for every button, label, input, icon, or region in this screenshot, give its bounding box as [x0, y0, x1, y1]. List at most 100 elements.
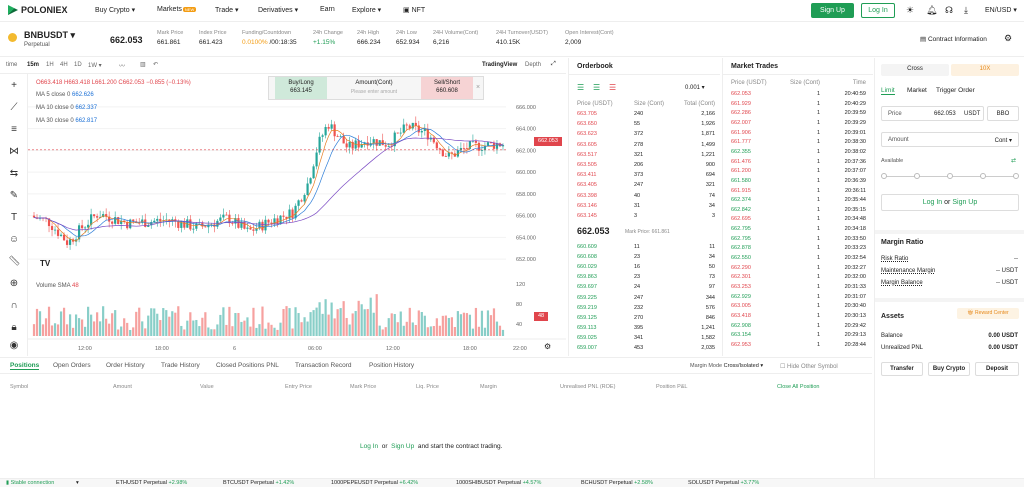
- settings-icon[interactable]: ⚙: [1004, 33, 1013, 43]
- prediction-icon[interactable]: ⇆: [9, 168, 19, 179]
- view-asks-icon[interactable]: ☰: [609, 83, 617, 92]
- amount-unit-select[interactable]: Cont ▾: [994, 138, 1012, 144]
- symbol-select[interactable]: BNBUSDT ▾: [24, 30, 76, 40]
- slider-step[interactable]: [1013, 173, 1019, 179]
- login-signup-box[interactable]: Log In or Sign Up: [881, 194, 1019, 211]
- side-login-link[interactable]: Log In: [922, 199, 943, 206]
- ask-row[interactable]: 663.650 55 1,926: [569, 121, 719, 129]
- nav-buy-crypto[interactable]: Buy Crypto ▾: [95, 7, 136, 14]
- buy-crypto-button[interactable]: Buy Crypto: [928, 362, 970, 376]
- login-button[interactable]: Log In: [861, 3, 895, 18]
- tab-trigger-order[interactable]: Trigger Order: [936, 87, 975, 94]
- nav-derivatives[interactable]: Derivatives ▾: [258, 7, 299, 14]
- bid-row[interactable]: 659.219 232 576: [569, 305, 719, 313]
- magnet-icon[interactable]: ∩: [10, 300, 18, 311]
- ticker-scroll-icon[interactable]: ▾: [76, 480, 79, 486]
- lock-icon[interactable]: 🔒︎: [11, 322, 17, 333]
- amount-input[interactable]: Please enter amount: [350, 89, 398, 95]
- tab-limit[interactable]: Limit: [881, 87, 895, 95]
- tab-trade-history[interactable]: Trade History: [161, 362, 200, 369]
- tab-market[interactable]: Market: [907, 87, 927, 94]
- status-ticker-item[interactable]: 1000SHIBUSDT Perpetual +4.57%: [456, 480, 541, 486]
- text-icon[interactable]: T: [10, 212, 18, 223]
- nav-markets[interactable]: Markets NEW: [157, 6, 197, 13]
- status-ticker-item[interactable]: 1000PEPEUSDT Perpetual +6.42%: [331, 480, 418, 486]
- reward-center-button[interactable]: 🎁︎ Reward Center: [957, 308, 1019, 319]
- ask-row[interactable]: 663.705 240 2,166: [569, 111, 719, 119]
- close-all-button[interactable]: Close All Position: [777, 384, 820, 390]
- bid-row[interactable]: 659.025 341 1,582: [569, 335, 719, 343]
- bottom-signup-link[interactable]: Sign Up: [391, 443, 415, 450]
- brush-icon[interactable]: ✎: [9, 190, 19, 201]
- emoji-icon[interactable]: ☺: [8, 234, 20, 245]
- status-ticker-item[interactable]: BTCUSDT Perpetual +1.42%: [223, 480, 294, 486]
- bid-row[interactable]: 659.225 247 344: [569, 295, 719, 303]
- ask-row[interactable]: 663.505 206 900: [569, 162, 719, 170]
- slider-step[interactable]: [980, 173, 986, 179]
- amount-field[interactable]: Amount Cont ▾: [881, 132, 1019, 147]
- bid-row[interactable]: 659.697 24 97: [569, 284, 719, 292]
- ask-row[interactable]: 663.411 373 694: [569, 172, 719, 180]
- tab-closed-positions-pnl[interactable]: Closed Positions PNL: [216, 362, 279, 369]
- precision-select[interactable]: 0.001 ▾: [685, 85, 705, 91]
- fib-icon[interactable]: ≡: [11, 124, 17, 135]
- hide-other-symbol[interactable]: ☐ Hide Other Symbol: [780, 364, 838, 370]
- nav-earn[interactable]: Earn: [320, 6, 335, 13]
- view-both-icon[interactable]: ☰: [577, 83, 585, 92]
- bid-row[interactable]: 660.609 11 11: [569, 244, 719, 252]
- leverage-button[interactable]: 10X: [951, 64, 1019, 76]
- ask-row[interactable]: 663.623 372 1,871: [569, 131, 719, 139]
- tab-open-orders[interactable]: Open Orders: [53, 362, 91, 369]
- eye-icon[interactable]: ◉: [9, 340, 19, 351]
- price-input[interactable]: Price 662.053 USDT: [881, 106, 984, 121]
- tradingview-tab[interactable]: TradingView: [482, 62, 518, 68]
- ask-row[interactable]: 663.517 321 1,221: [569, 152, 719, 160]
- chart-settings-icon[interactable]: ⚙: [544, 342, 552, 351]
- bid-row[interactable]: 660.608 23 34: [569, 254, 719, 262]
- nav-explore[interactable]: Explore ▾: [352, 7, 382, 14]
- depth-tab[interactable]: Depth: [525, 62, 542, 68]
- slider-step[interactable]: [947, 173, 953, 179]
- brand-logo[interactable]: POLONIEX: [8, 5, 68, 15]
- interval-1h[interactable]: 1H: [46, 62, 54, 68]
- tab-order-history[interactable]: Order History: [106, 362, 145, 369]
- contract-info-link[interactable]: ▤ Contract Information: [920, 36, 987, 43]
- nav-trade[interactable]: Trade ▾: [215, 7, 239, 14]
- close-icon[interactable]: ×: [476, 84, 481, 91]
- bid-row[interactable]: 659.113 395 1,241: [569, 325, 719, 333]
- signup-button[interactable]: Sign Up: [811, 3, 854, 18]
- ask-row[interactable]: 663.605 278 1,499: [569, 142, 719, 150]
- swap-icon[interactable]: ⇄: [1011, 158, 1017, 164]
- interval-1w[interactable]: 1W ▾: [88, 63, 102, 69]
- indicators-icon[interactable]: ▥: [140, 62, 146, 68]
- bell-icon[interactable]: 🔔︎: [926, 5, 938, 15]
- buy-long-button[interactable]: Buy/Long 663.145: [275, 77, 327, 99]
- zoom-icon[interactable]: ⊕: [9, 278, 19, 289]
- margin-mode[interactable]: Margin Mode Cross/Isolated ▾: [690, 363, 763, 369]
- cross-button[interactable]: Cross: [881, 64, 949, 76]
- tab-position-history[interactable]: Position History: [369, 362, 415, 369]
- candlestick-svg[interactable]: 666.000 664.000 662.000 660.000 658.000 656.0…: [28, 74, 566, 356]
- slider-step[interactable]: [914, 173, 920, 179]
- transfer-button[interactable]: Transfer: [881, 362, 923, 376]
- theme-icon[interactable]: ☀: [906, 5, 915, 15]
- tab-positions[interactable]: Positions: [10, 362, 40, 370]
- undo-icon[interactable]: ↶: [153, 62, 159, 68]
- interval-1d[interactable]: 1D: [74, 62, 82, 68]
- sell-short-button[interactable]: Sell/Short 660.608: [421, 77, 473, 99]
- price-chart[interactable]: 666.000 664.000 662.000 660.000 658.000 656.0…: [28, 74, 566, 356]
- bid-row[interactable]: 659.125 270 846: [569, 315, 719, 323]
- bid-row[interactable]: 659.863 23 73: [569, 274, 719, 282]
- bottom-login-link[interactable]: Log In: [360, 443, 379, 450]
- ruler-icon[interactable]: 📏︎: [8, 256, 21, 267]
- interval-15m[interactable]: 15m: [27, 62, 40, 68]
- nav-nft[interactable]: ▣ NFT: [403, 7, 426, 14]
- status-ticker-item[interactable]: ETHUSDT Perpetual +2.98%: [116, 480, 187, 486]
- interval-4h[interactable]: 4H: [60, 62, 68, 68]
- ask-row[interactable]: 663.145 3 3: [569, 213, 719, 221]
- bid-row[interactable]: 660.029 16 50: [569, 264, 719, 272]
- chart-type-icon[interactable]: 〰: [119, 64, 126, 70]
- side-signup-link[interactable]: Sign Up: [952, 199, 978, 206]
- headset-icon[interactable]: ☊: [945, 5, 953, 15]
- download-icon[interactable]: ⤓: [964, 5, 968, 15]
